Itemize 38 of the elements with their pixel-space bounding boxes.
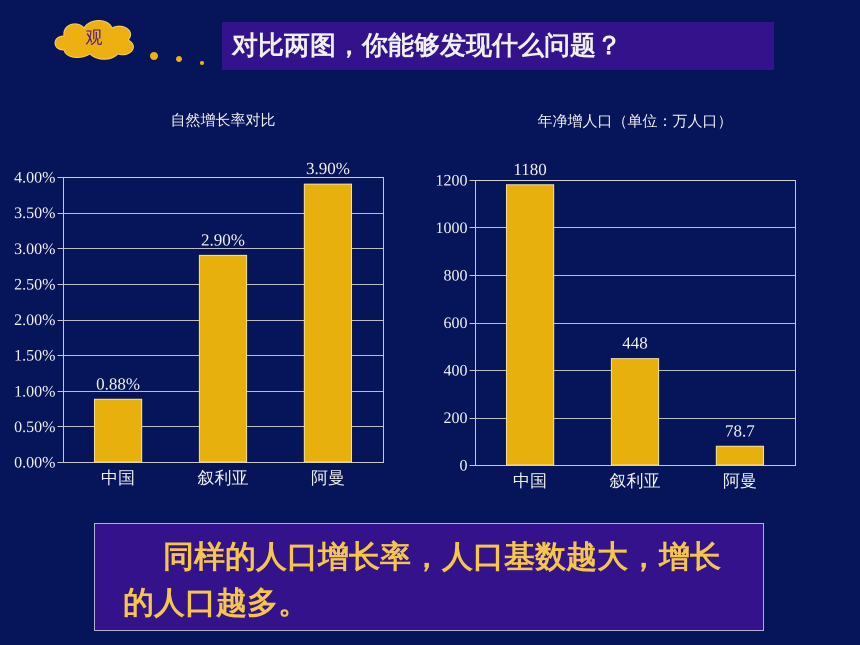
bar bbox=[506, 184, 554, 466]
chart-title: 自然增长率对比 bbox=[170, 111, 276, 130]
y-tick-label: 2.00% bbox=[14, 312, 56, 329]
y-tick-label: 2.50% bbox=[14, 276, 56, 294]
y-tick-label: 0 bbox=[460, 458, 468, 474]
bar bbox=[304, 184, 352, 462]
y-tick-label: 1.50% bbox=[14, 348, 56, 365]
x-tick-label: 叙利亚 bbox=[610, 472, 660, 492]
data-label: 448 bbox=[622, 334, 648, 353]
data-label: 78.7 bbox=[725, 421, 756, 440]
y-tick-label: 4.00% bbox=[14, 170, 56, 186]
y-tick-label: 3.00% bbox=[14, 240, 56, 258]
y-tick-label: 1200 bbox=[436, 172, 468, 190]
x-tick-label: 中国 bbox=[101, 468, 136, 488]
y-tick-label: 800 bbox=[444, 268, 468, 284]
text: 对比两图，你能够发现什么问题？ bbox=[222, 22, 774, 70]
bar bbox=[94, 398, 142, 462]
y-tick-label: 200 bbox=[444, 410, 468, 427]
data-label: 3.90% bbox=[306, 159, 350, 178]
y-tick-label: 3.50% bbox=[14, 205, 56, 222]
y-tick-label: 1.00% bbox=[14, 383, 56, 400]
y-tick-label: 0.50% bbox=[14, 418, 56, 436]
y-tick-label: 400 bbox=[444, 362, 468, 380]
bar bbox=[198, 254, 248, 462]
text: 同样的人口增长率，人口基数越大，增长的人口越多。 bbox=[94, 523, 764, 631]
y-tick-label: 600 bbox=[444, 315, 468, 332]
bar bbox=[716, 446, 764, 466]
chart-title: 年净增人口（单位：万人口） bbox=[538, 112, 732, 130]
x-tick-label: 阿曼 bbox=[310, 468, 345, 488]
y-tick-label: 0.00% bbox=[14, 454, 56, 472]
data-label: 0.88% bbox=[96, 374, 140, 394]
x-tick-label: 叙利亚 bbox=[198, 468, 248, 488]
data-label: 1180 bbox=[513, 160, 547, 179]
y-tick-label: 1000 bbox=[436, 220, 468, 237]
x-tick-label: 阿曼 bbox=[722, 472, 757, 492]
data-label: 2.90% bbox=[201, 230, 245, 250]
x-tick-label: 中国 bbox=[513, 472, 548, 492]
bar bbox=[610, 358, 660, 466]
